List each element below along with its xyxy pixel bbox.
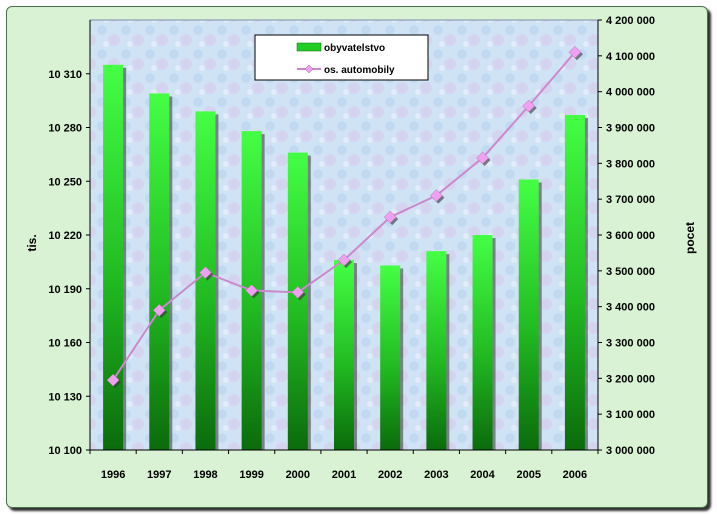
y-tick-label: 10 190: [48, 284, 82, 296]
x-tick-label: 2005: [516, 469, 540, 481]
y2-tick-label: 3 900 000: [606, 123, 655, 135]
y2-tick-label: 3 700 000: [606, 194, 655, 206]
x-tick-label: 2002: [378, 469, 402, 481]
y-tick-label: 10 100: [48, 445, 82, 457]
y2-tick-label: 4 200 000: [606, 15, 655, 27]
marker-1999: [245, 284, 258, 297]
marker-2000: [291, 285, 305, 299]
bar-2004: [472, 235, 493, 450]
bar-2005: [518, 179, 539, 451]
y-tick-label: 10 160: [48, 338, 82, 350]
bar-2002: [380, 265, 401, 450]
marker-2005: [522, 99, 536, 113]
legend-marker-automobily: [304, 64, 314, 74]
x-tick-label: 1998: [193, 469, 217, 481]
y2-tick-label: 4 000 000: [606, 87, 655, 99]
y2-tick-label: 3 500 000: [606, 266, 655, 278]
line-layer: [106, 45, 583, 389]
x-tick-label: 1999: [239, 469, 263, 481]
bar-2001: [334, 260, 354, 450]
x-tick-label: 2003: [424, 469, 448, 481]
marker-2003: [430, 189, 443, 202]
bars-layer: [103, 64, 588, 451]
y-tick-label: 10 250: [48, 176, 82, 188]
y2-tick-label: 3 400 000: [606, 302, 655, 314]
bar-2006: [564, 114, 585, 450]
x-tick-label: 1996: [101, 469, 125, 481]
y2-tick-label: 3 300 000: [606, 338, 655, 350]
marker-2006: [568, 45, 582, 59]
y-tick-label: 10 280: [48, 123, 82, 135]
y2-tick-label: 4 100 000: [606, 51, 655, 63]
bar-2000: [287, 152, 308, 451]
marker-1996: [106, 373, 120, 387]
y-tick-label: 10 220: [48, 230, 82, 242]
x-tick-label: 2000: [286, 469, 310, 481]
legend: obyvatelstvo os. automobily: [254, 34, 429, 81]
marker-1998: [199, 266, 212, 279]
legend-swatch-obyvatelstvo: [296, 42, 322, 52]
bar-1997: [149, 93, 170, 450]
y-tick-label: 10 310: [48, 69, 82, 81]
y2-tick-label: 3 100 000: [606, 409, 655, 421]
marker-2001: [337, 253, 351, 267]
y2-tick-label: 3 200 000: [606, 373, 655, 385]
bar-1998: [195, 111, 216, 450]
marker-1997: [152, 303, 166, 317]
bar-2003: [426, 251, 447, 450]
x-tick-label: 1997: [147, 469, 171, 481]
x-tick-label: 2001: [332, 469, 356, 481]
marker-2004: [476, 151, 489, 165]
x-tick-label: 2004: [470, 469, 495, 481]
marker-2002: [383, 210, 397, 224]
x-tick-label: 2006: [563, 469, 587, 481]
legend-label-obyvatelstvo: obyvatelstvo: [324, 43, 385, 54]
legend-label-automobily: os. automobily: [324, 65, 395, 76]
y2-axis-title: pocet: [683, 222, 697, 254]
y2-tick-label: 3 600 000: [606, 230, 655, 242]
bar-1996: [103, 64, 124, 451]
y2-tick-label: 3 800 000: [606, 158, 655, 170]
y-tick-label: 10 130: [48, 391, 82, 403]
axes-layer: 10 100 10 130 10 160 10 190 10 220 10 250 10 2…: [48, 15, 655, 481]
legend-box: [254, 34, 429, 81]
y2-tick-label: 3 000 000: [606, 445, 655, 457]
y-axis-title: tis.: [25, 234, 39, 251]
